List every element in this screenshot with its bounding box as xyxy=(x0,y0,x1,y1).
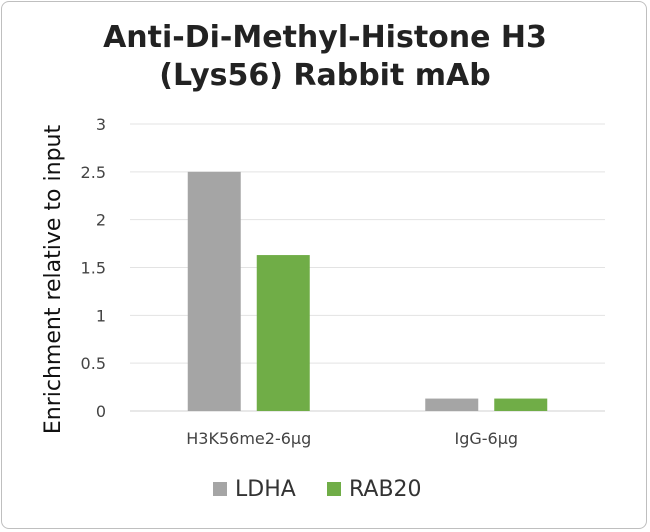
legend-swatch-ldha xyxy=(213,482,227,496)
chart-title-line-1: Anti-Di-Methyl-Histone H3 xyxy=(103,20,547,55)
y-tick-label: 3 xyxy=(96,115,106,134)
y-tick-label: 2.5 xyxy=(81,163,106,182)
bar-rab20 xyxy=(256,255,310,411)
bar-rab20 xyxy=(494,398,548,411)
y-tick-label: 0 xyxy=(96,402,106,421)
x-category-label: H3K56me2-6μg xyxy=(186,429,311,448)
chart-title-line-2: (Lys56) Rabbit mAb xyxy=(159,58,491,93)
legend-swatch-rab20 xyxy=(327,482,341,496)
legend-label-ldha: LDHA xyxy=(235,477,296,502)
y-tick-label: 0.5 xyxy=(81,354,106,373)
y-axis-title: Enrichment relative to input xyxy=(41,125,66,435)
bar-ldha xyxy=(187,171,241,411)
y-tick-label: 2 xyxy=(96,211,106,230)
legend-label-rab20: RAB20 xyxy=(349,477,422,502)
bar-ldha xyxy=(425,398,479,411)
y-tick-label: 1 xyxy=(96,306,106,325)
y-tick-label: 1.5 xyxy=(81,259,106,278)
x-category-label: IgG-6μg xyxy=(454,429,518,448)
